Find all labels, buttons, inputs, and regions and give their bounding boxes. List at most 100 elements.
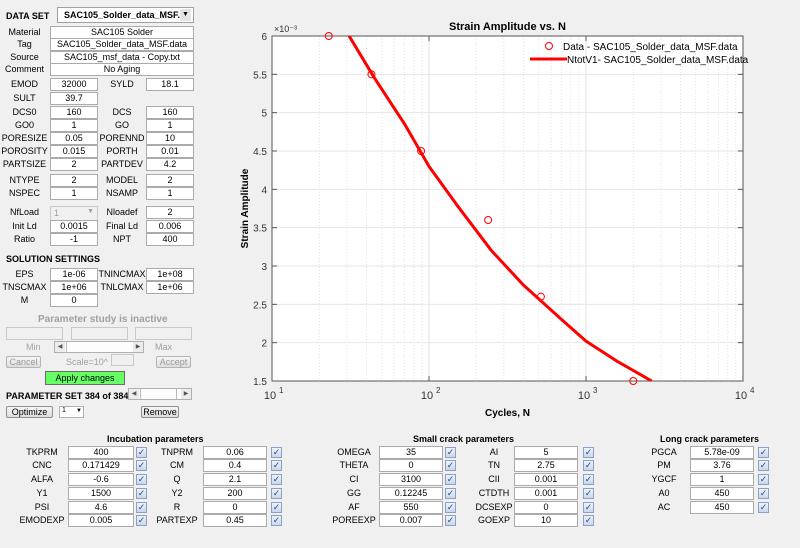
goexp-checkbox[interactable]: ✓ — [583, 515, 594, 526]
tnlcmax-field[interactable]: 1e+06 — [146, 281, 194, 294]
alfa-checkbox[interactable]: ✓ — [136, 474, 147, 485]
study-field-2[interactable] — [71, 327, 128, 340]
npt-field[interactable]: 400 — [146, 233, 194, 246]
a0-field[interactable]: 450 — [690, 487, 754, 500]
y1-field[interactable]: 1500 — [68, 487, 134, 500]
psi-checkbox[interactable]: ✓ — [136, 502, 147, 513]
porosity-field[interactable]: 0.015 — [50, 145, 98, 158]
optimize-select[interactable]: 1 ▼ — [59, 406, 84, 418]
scroll-left-icon[interactable]: ◀ — [55, 342, 65, 352]
af-field[interactable]: 550 — [379, 501, 443, 514]
partdev-field[interactable]: 4.2 — [146, 158, 194, 171]
cnc-field[interactable]: 0.171429 — [68, 459, 134, 472]
nspec-field[interactable]: 1 — [50, 187, 98, 200]
dcsexp-checkbox[interactable]: ✓ — [583, 502, 594, 513]
tnprm-field[interactable]: 0.06 — [203, 446, 267, 459]
y1-checkbox[interactable]: ✓ — [136, 488, 147, 499]
ci-checkbox[interactable]: ✓ — [445, 474, 456, 485]
scale-field[interactable] — [111, 354, 134, 366]
cnc-checkbox[interactable]: ✓ — [136, 460, 147, 471]
data-point-marker[interactable] — [484, 216, 493, 224]
ctdth-field[interactable]: 0.001 — [514, 487, 578, 500]
scroll-right-icon[interactable]: ▶ — [133, 342, 143, 352]
nloadef-field[interactable]: 2 — [146, 206, 194, 219]
remove-button[interactable]: Remove — [141, 406, 179, 418]
sult-field[interactable]: 39.7 — [50, 92, 98, 105]
y2-field[interactable]: 200 — [203, 487, 267, 500]
porennd-field[interactable]: 10 — [146, 132, 194, 145]
emodexp-field[interactable]: 0.005 — [68, 514, 134, 527]
partsize-field[interactable]: 2 — [50, 158, 98, 171]
scroll-left-icon[interactable]: ◀ — [129, 389, 139, 399]
poresize-field[interactable]: 0.05 — [50, 132, 98, 145]
partexp-checkbox[interactable]: ✓ — [271, 515, 282, 526]
poreexp-field[interactable]: 0.007 — [379, 514, 443, 527]
dcsexp-field[interactable]: 0 — [514, 501, 578, 514]
study-slider[interactable]: ◀ ▶ — [54, 341, 144, 353]
ygcf-checkbox[interactable]: ✓ — [758, 474, 769, 485]
study-field-1[interactable] — [6, 327, 63, 340]
go-field[interactable]: 1 — [146, 119, 194, 132]
slider-thumb[interactable] — [66, 342, 134, 352]
study-field-3[interactable] — [135, 327, 192, 340]
cii-checkbox[interactable]: ✓ — [583, 474, 594, 485]
alfa-field[interactable]: -0.6 — [68, 473, 134, 486]
omega-checkbox[interactable]: ✓ — [445, 447, 456, 458]
ratio-field[interactable]: -1 — [50, 233, 98, 246]
gg-checkbox[interactable]: ✓ — [445, 488, 456, 499]
pm-checkbox[interactable]: ✓ — [758, 460, 769, 471]
m-field[interactable]: 0 — [50, 294, 98, 307]
pm-field[interactable]: 3.76 — [690, 459, 754, 472]
nfload-dropdown[interactable]: 1 ▼ — [50, 206, 98, 221]
parameter-set-slider[interactable]: ◀ ▶ — [128, 388, 192, 400]
accept-button[interactable]: Accept — [156, 356, 191, 368]
omega-field[interactable]: 35 — [379, 446, 443, 459]
tkprm-checkbox[interactable]: ✓ — [136, 447, 147, 458]
q-checkbox[interactable]: ✓ — [271, 474, 282, 485]
tnscmax-field[interactable]: 1e+06 — [50, 281, 98, 294]
apply-changes-button[interactable]: Apply changes — [45, 371, 125, 385]
finalld-field[interactable]: 0.006 — [146, 220, 194, 233]
pgca-field[interactable]: 5.78e-09 — [690, 446, 754, 459]
go0-field[interactable]: 1 — [50, 119, 98, 132]
tn-field[interactable]: 2.75 — [514, 459, 578, 472]
r-checkbox[interactable]: ✓ — [271, 502, 282, 513]
emod-field[interactable]: 32000 — [50, 78, 98, 91]
porth-field[interactable]: 0.01 — [146, 145, 194, 158]
psi-field[interactable]: 4.6 — [68, 501, 134, 514]
theta-checkbox[interactable]: ✓ — [445, 460, 456, 471]
tnincmax-field[interactable]: 1e+08 — [146, 268, 194, 281]
tnprm-checkbox[interactable]: ✓ — [271, 447, 282, 458]
dataset-dropdown[interactable]: SAC105_Solder_data_MSF.... ▼ — [57, 7, 194, 23]
pgca-checkbox[interactable]: ✓ — [758, 447, 769, 458]
data-point-marker[interactable] — [324, 32, 333, 40]
r-field[interactable]: 0 — [203, 501, 267, 514]
ygcf-field[interactable]: 1 — [690, 473, 754, 486]
emodexp-checkbox[interactable]: ✓ — [136, 515, 147, 526]
theta-field[interactable]: 0 — [379, 459, 443, 472]
cm-checkbox[interactable]: ✓ — [271, 460, 282, 471]
nsamp-field[interactable]: 1 — [146, 187, 194, 200]
a0-checkbox[interactable]: ✓ — [758, 488, 769, 499]
scroll-right-icon[interactable]: ▶ — [181, 389, 191, 399]
ctdth-checkbox[interactable]: ✓ — [583, 488, 594, 499]
dcs0-field[interactable]: 160 — [50, 106, 98, 119]
goexp-field[interactable]: 10 — [514, 514, 578, 527]
slider-thumb[interactable] — [140, 389, 177, 399]
dcs-field[interactable]: 160 — [146, 106, 194, 119]
cm-field[interactable]: 0.4 — [203, 459, 267, 472]
ci-field[interactable]: 3100 — [379, 473, 443, 486]
dataset-comment-field[interactable]: No Aging — [50, 63, 194, 76]
ac-checkbox[interactable]: ✓ — [758, 502, 769, 513]
ac-field[interactable]: 450 — [690, 501, 754, 514]
tkprm-field[interactable]: 400 — [68, 446, 134, 459]
af-checkbox[interactable]: ✓ — [445, 502, 456, 513]
eps-field[interactable]: 1e-06 — [50, 268, 98, 281]
partexp-field[interactable]: 0.45 — [203, 514, 267, 527]
syld-field[interactable]: 18.1 — [146, 78, 194, 91]
ntype-field[interactable]: 2 — [50, 174, 98, 187]
dataset-tag-field[interactable]: SAC105_Solder_data_MSF.data — [50, 38, 194, 51]
model-field[interactable]: 2 — [146, 174, 194, 187]
data-point-marker[interactable] — [629, 377, 638, 385]
